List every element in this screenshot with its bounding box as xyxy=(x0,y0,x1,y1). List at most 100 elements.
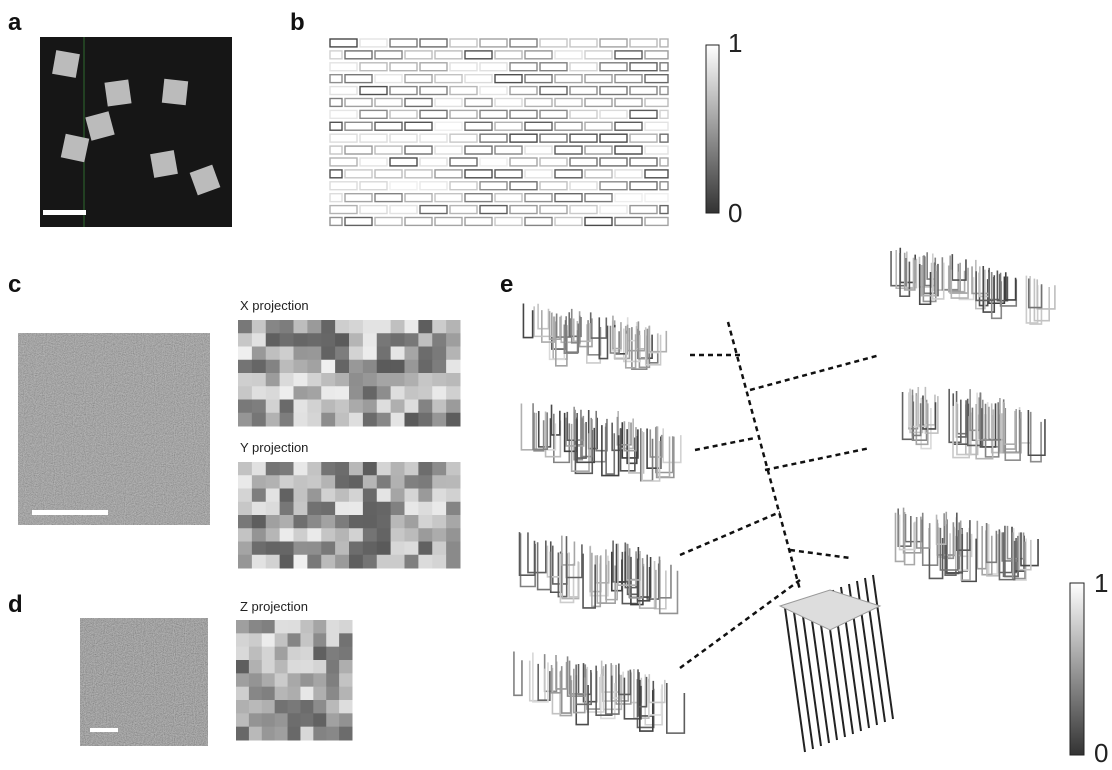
heat-cell xyxy=(252,489,266,503)
particle xyxy=(104,79,131,106)
brick xyxy=(660,110,668,118)
heat-cell xyxy=(349,333,363,347)
heat-cell xyxy=(363,360,377,374)
heat-cell xyxy=(280,515,294,529)
brick xyxy=(330,122,342,130)
heat-cell xyxy=(321,555,335,569)
heat-cell xyxy=(300,647,313,661)
brick xyxy=(615,170,642,178)
heat-cell xyxy=(280,320,294,334)
heat-cell xyxy=(300,620,313,634)
heat-cell xyxy=(275,727,288,741)
heat-cell xyxy=(363,373,377,387)
brick xyxy=(360,206,387,214)
heat-cell xyxy=(307,360,321,374)
brick-map xyxy=(330,39,668,225)
heat-cell xyxy=(432,360,446,374)
brick xyxy=(360,63,387,71)
heat-cell xyxy=(294,413,308,427)
heat-cell xyxy=(307,386,321,400)
brick xyxy=(405,51,432,59)
brick xyxy=(390,39,417,47)
heat-cell xyxy=(432,489,446,503)
heat-cell xyxy=(300,727,313,741)
heat-cell xyxy=(391,528,405,542)
heat-cell xyxy=(280,333,294,347)
brick xyxy=(465,170,492,178)
brick xyxy=(630,39,657,47)
brick xyxy=(390,134,417,142)
brick xyxy=(375,99,402,107)
brick xyxy=(555,75,582,83)
heat-cell xyxy=(307,347,321,361)
heat-cell xyxy=(238,515,252,529)
heat-cell xyxy=(418,413,432,427)
brick xyxy=(420,206,447,214)
heat-cell xyxy=(238,475,252,489)
brick xyxy=(600,134,627,142)
heat-cell xyxy=(339,700,352,714)
heat-cell xyxy=(238,555,252,569)
brick xyxy=(540,110,567,118)
brick xyxy=(330,99,342,107)
brick xyxy=(465,99,492,107)
heat-cell xyxy=(266,502,280,516)
heat-cell xyxy=(280,413,294,427)
brick xyxy=(540,158,567,166)
brick xyxy=(420,134,447,142)
brick xyxy=(375,122,402,130)
brick xyxy=(525,170,552,178)
heat-cell xyxy=(288,713,301,727)
heatmap xyxy=(238,462,461,569)
heat-cell xyxy=(266,347,280,361)
heat-cell xyxy=(405,528,419,542)
heat-cell xyxy=(363,320,377,334)
lattice-strand xyxy=(562,553,578,599)
heatmap xyxy=(236,620,353,741)
brick xyxy=(660,158,668,166)
heat-cell xyxy=(391,502,405,516)
lattice-strand xyxy=(583,554,595,608)
heat-cell xyxy=(391,555,405,569)
brick xyxy=(345,99,372,107)
brick xyxy=(390,158,417,166)
brick xyxy=(600,206,627,214)
brick xyxy=(615,218,642,226)
brick xyxy=(435,194,462,202)
brick xyxy=(645,170,668,178)
noise xyxy=(80,618,208,746)
heat-cell xyxy=(321,347,335,361)
brick xyxy=(390,182,417,190)
heat-cell xyxy=(262,633,275,647)
brick xyxy=(375,170,402,178)
heat-cell xyxy=(307,515,321,529)
heat-cell xyxy=(326,647,339,661)
brick xyxy=(645,194,668,202)
colorbar xyxy=(1070,583,1084,755)
heat-cell xyxy=(288,647,301,661)
heat-cell xyxy=(262,673,275,687)
lattice-strand xyxy=(530,661,545,701)
projection-title: Y projection xyxy=(240,440,308,455)
heat-cell xyxy=(418,515,432,529)
heat-cell xyxy=(335,373,349,387)
heat-cell xyxy=(321,386,335,400)
brick xyxy=(330,194,342,202)
brick xyxy=(570,206,597,214)
heat-cell xyxy=(321,542,335,556)
heat-cell xyxy=(249,660,262,674)
brick xyxy=(450,110,477,118)
heat-cell xyxy=(238,489,252,503)
particle xyxy=(150,150,178,178)
brick xyxy=(660,63,668,71)
heat-cell xyxy=(262,687,275,701)
heat-cell xyxy=(236,660,249,674)
brick xyxy=(330,87,357,95)
brick xyxy=(420,158,447,166)
heat-cell xyxy=(252,462,266,476)
brick xyxy=(465,194,492,202)
heat-cell xyxy=(377,462,391,476)
heat-cell xyxy=(349,515,363,529)
heat-cell xyxy=(236,633,249,647)
heat-cell xyxy=(252,528,266,542)
